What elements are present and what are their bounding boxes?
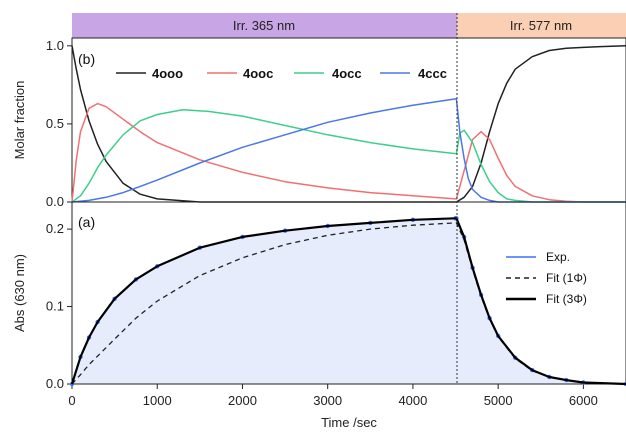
panel-a-ytick-label: 0.1	[46, 299, 64, 314]
panel-a-xtick-label: 0	[68, 393, 75, 408]
panel-a-xticks: 0 1000 2000 3000 4000 5000 6000	[68, 384, 598, 408]
legend-4ooo-label: 4ooo	[152, 66, 183, 81]
fit-1phi-line	[71, 222, 626, 385]
panel-a-xtick-label: 1000	[143, 393, 172, 408]
panel-a-ytick-label: 0.2	[46, 221, 64, 236]
panel-a-label: (a)	[78, 214, 95, 230]
legend-fit1-label: Fit (1Φ)	[546, 271, 587, 285]
panel-b-ytick-label: 0.0	[46, 194, 64, 209]
legend-fit3-label: Fit (3Φ)	[546, 292, 587, 306]
series-line-4occ	[71, 109, 626, 203]
panel-a-ylabel: Abs (630 nm)	[12, 254, 27, 332]
panel-b-label: (b)	[78, 51, 95, 67]
panel-b-ytick-label: 0.5	[46, 116, 64, 131]
band-577-label: Irr. 577 nm	[510, 18, 572, 33]
band-365	[72, 13, 457, 38]
legend-4occ-label: 4occ	[332, 66, 362, 81]
legend-4ccc-label: 4ccc	[418, 66, 447, 81]
legend-4ooc-label: 4ooc	[243, 66, 273, 81]
panel-a-xtick-label: 5000	[484, 393, 513, 408]
panel-b-legend: 4ooo 4ooc 4occ 4ccc	[116, 66, 447, 81]
legend-exp-label: Exp.	[546, 250, 570, 264]
panel-b-lines	[71, 45, 626, 203]
fit-3phi-line	[70, 217, 626, 386]
panel-a-xtick-label: 6000	[569, 393, 598, 408]
band-577	[457, 13, 626, 38]
panel-a-xtick-label: 2000	[228, 393, 257, 408]
panel-a-xtick-label: 3000	[313, 393, 342, 408]
band-365-label: Irr. 365 nm	[233, 18, 295, 33]
panel-a-xtick-label: 4000	[398, 393, 427, 408]
panel-b-ylabel: Molar fraction	[12, 81, 27, 160]
panel-a-legend: Exp. Fit (1Φ) Fit (3Φ)	[506, 250, 587, 306]
series-line-4ccc	[71, 98, 626, 203]
panel-a-yticks: 0.0 0.1 0.2	[46, 221, 72, 391]
panel-b-yticks: 0.0 0.5 1.0	[46, 38, 72, 209]
panel-a-xlabel: Time /sec	[321, 415, 377, 430]
panel-a-fill	[72, 218, 626, 384]
panel-b-frame	[71, 37, 626, 203]
panel-b: (b) Molar fraction 0.0 0.5 1.0 4ooo 4ooc 4…	[12, 37, 626, 209]
panel-b-ytick-label: 1.0	[46, 38, 64, 53]
series-line-4ooo	[71, 45, 626, 203]
panel-a-ytick-label: 0.0	[46, 376, 64, 391]
panel-a-frame	[71, 201, 626, 385]
panel-a: (a) Abs (630 nm) 0.0 0.1 0.2 0 1000 2000 3000…	[12, 201, 626, 430]
series-line-4ooc	[71, 102, 626, 203]
